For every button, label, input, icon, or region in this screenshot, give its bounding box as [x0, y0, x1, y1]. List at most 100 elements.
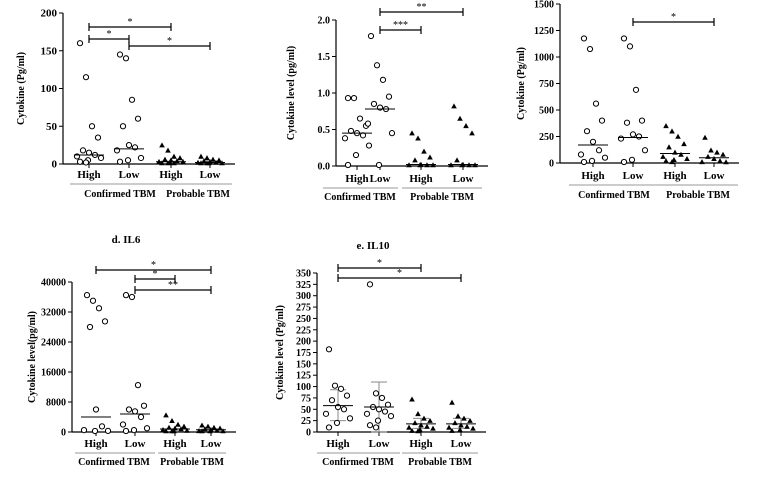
data-point [660, 153, 666, 159]
data-point [363, 410, 371, 417]
data-point [364, 120, 372, 127]
data-point [80, 427, 88, 434]
data-point [589, 138, 597, 145]
data-point [169, 428, 175, 434]
group-label: Confirmed TBM [84, 189, 156, 200]
category-label: High [163, 438, 186, 450]
y-tick-label: 8000 [46, 398, 66, 409]
data-point [461, 415, 467, 421]
data-point [333, 419, 341, 427]
data-point [452, 420, 458, 426]
data-point [451, 103, 457, 109]
data-point [666, 144, 672, 150]
data-point [116, 158, 124, 165]
y-tick-label: 1.0 [318, 89, 331, 100]
y-axis-label: Cytokine level (Pg/ml) [275, 305, 286, 400]
data-point [626, 43, 634, 50]
data-point [366, 281, 374, 288]
y-tick-label: 175 [296, 348, 311, 359]
category-label: Low [451, 438, 472, 450]
data-point [140, 402, 148, 409]
data-point [331, 382, 339, 389]
y-tick-label: 50 [301, 405, 311, 416]
data-point [134, 115, 142, 122]
data-point [116, 51, 124, 58]
data-point [421, 415, 427, 421]
data-point [641, 147, 649, 154]
data-point [171, 153, 177, 159]
data-point [166, 424, 172, 430]
y-tick-label: 250 [539, 132, 554, 143]
data-point [366, 422, 374, 429]
data-point [628, 156, 636, 163]
data-point [598, 117, 606, 124]
data-point [122, 55, 130, 62]
category-label: Low [119, 169, 140, 181]
y-tick-label: 16000 [41, 368, 66, 379]
data-point [458, 422, 464, 428]
significance-label: * [128, 17, 133, 28]
y-tick-label: 2.0 [318, 16, 331, 27]
data-point [88, 123, 96, 130]
y-tick-label: 275 [296, 303, 311, 314]
data-point [449, 399, 455, 405]
data-point [669, 128, 675, 134]
data-point [415, 135, 421, 141]
data-point [199, 422, 205, 428]
data-point [159, 160, 165, 166]
y-tick-label: 0.5 [318, 125, 331, 136]
data-point [76, 158, 84, 165]
data-point [418, 422, 424, 428]
category-label: Low [623, 170, 644, 182]
data-point [675, 133, 681, 139]
data-point [131, 408, 139, 415]
data-point [632, 86, 640, 93]
y-tick-label: 1500 [534, 0, 554, 11]
data-point [98, 423, 106, 430]
y-tick-label: 325 [296, 280, 311, 291]
data-point [412, 420, 418, 426]
data-point [169, 417, 175, 423]
data-point [204, 155, 210, 161]
data-point [92, 406, 100, 413]
category-label: Low [201, 438, 222, 450]
data-point [415, 411, 421, 417]
significance-label: ** [168, 280, 178, 291]
data-point [89, 297, 97, 304]
y-tick-label: 250 [296, 314, 311, 325]
y-tick-label: 100 [41, 83, 58, 95]
data-point [352, 151, 360, 159]
y-tick-label: 300 [296, 291, 311, 302]
category-label: High [663, 170, 686, 182]
y-tick-label: 150 [296, 359, 311, 370]
y-axis-label: Cytokine level(pg/ml) [27, 311, 38, 403]
data-point [143, 425, 151, 432]
data-point [412, 157, 418, 163]
y-axis-label: Cytokine level (pg/ml) [286, 46, 297, 140]
data-point [207, 428, 213, 434]
y-tick-label: 32000 [41, 308, 66, 319]
data-point [381, 408, 389, 415]
data-point [720, 151, 726, 157]
y-tick-label: 100 [296, 382, 311, 393]
data-point [723, 159, 729, 165]
panel-title: e. IL10 [357, 240, 391, 252]
panel-4: d. IL6 Cytokine level(pg/ml) 0 8000 16000 240… [27, 234, 236, 468]
data-point [446, 424, 452, 430]
data-point [427, 417, 433, 423]
data-point [370, 100, 378, 108]
data-point [424, 423, 430, 429]
data-point [365, 142, 373, 149]
data-point [181, 423, 187, 429]
data-point [220, 428, 226, 434]
data-point [454, 157, 460, 163]
data-point [125, 142, 133, 149]
y-tick-label: 200 [41, 8, 58, 20]
data-point [385, 93, 393, 100]
category-label: Low [453, 173, 474, 185]
y-tick-label: 1000 [534, 53, 554, 64]
group-label: Confirmed TBM [78, 457, 150, 468]
significance-label: * [671, 12, 676, 23]
data-point [340, 406, 348, 413]
